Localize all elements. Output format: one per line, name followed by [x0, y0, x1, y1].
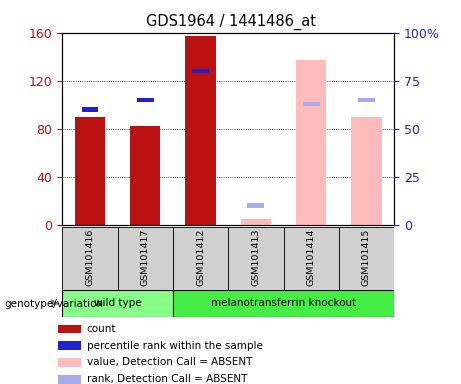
Text: GSM101415: GSM101415: [362, 228, 371, 286]
Text: genotype/variation: genotype/variation: [5, 299, 104, 309]
Text: melanotransferrin knockout: melanotransferrin knockout: [211, 298, 356, 308]
Text: count: count: [87, 324, 116, 334]
Text: GSM101414: GSM101414: [307, 228, 316, 286]
Bar: [228, 227, 284, 290]
Bar: [58, 375, 82, 384]
Bar: [118, 227, 173, 290]
Bar: [192, 69, 209, 73]
Bar: [296, 60, 326, 225]
Text: GSM101413: GSM101413: [251, 228, 260, 286]
Bar: [303, 102, 319, 106]
Bar: [75, 117, 105, 225]
Text: GSM101416: GSM101416: [85, 228, 95, 286]
Bar: [62, 290, 173, 317]
Text: wild type: wild type: [94, 298, 142, 308]
Bar: [58, 341, 82, 350]
Text: GSM101417: GSM101417: [141, 228, 150, 286]
Bar: [58, 358, 82, 367]
Text: percentile rank within the sample: percentile rank within the sample: [87, 341, 263, 351]
Bar: [248, 204, 264, 207]
Bar: [185, 36, 216, 225]
Text: value, Detection Call = ABSENT: value, Detection Call = ABSENT: [87, 358, 252, 367]
Bar: [130, 126, 160, 225]
Bar: [284, 227, 339, 290]
Bar: [173, 290, 394, 317]
Text: rank, Detection Call = ABSENT: rank, Detection Call = ABSENT: [87, 374, 247, 384]
Bar: [339, 227, 394, 290]
Bar: [358, 98, 375, 102]
Bar: [82, 108, 98, 111]
Bar: [351, 117, 382, 225]
Bar: [173, 227, 228, 290]
Bar: [62, 227, 118, 290]
Text: GDS1964 / 1441486_at: GDS1964 / 1441486_at: [146, 13, 315, 30]
Bar: [137, 98, 154, 102]
Text: GSM101412: GSM101412: [196, 228, 205, 286]
Bar: [241, 218, 271, 225]
Bar: [58, 324, 82, 333]
